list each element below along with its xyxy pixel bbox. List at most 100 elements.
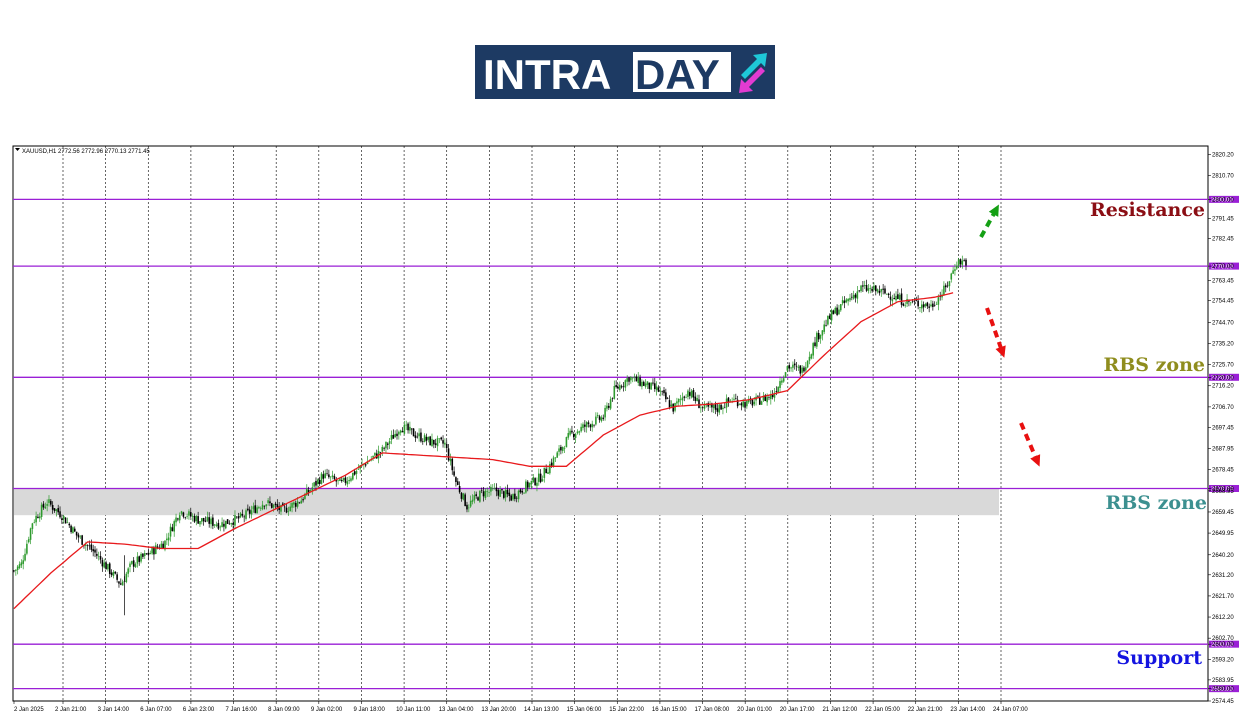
y-tick-label: 2763.45 <box>1212 279 1234 285</box>
candle-body <box>801 368 803 373</box>
x-tick-label: 7 Jan 16:00 <box>226 707 258 713</box>
candle-body <box>799 365 801 373</box>
y-tick-label: 2659.45 <box>1212 510 1234 516</box>
candle-body <box>462 493 464 499</box>
candle-body <box>643 382 645 386</box>
candle-body <box>288 511 290 512</box>
candle-body <box>520 490 522 493</box>
candle-body <box>652 383 654 384</box>
y-tick-label: 2621.70 <box>1212 594 1234 600</box>
x-tick-label: 15 Jan 06:00 <box>567 707 602 713</box>
candle-body <box>798 367 800 368</box>
candle-body <box>175 518 177 523</box>
candle-body <box>385 442 387 448</box>
candle-body <box>317 479 319 484</box>
candle-body <box>286 508 288 513</box>
candle-body <box>962 261 964 265</box>
candle-body <box>221 522 223 527</box>
candle-body <box>91 544 93 549</box>
candle-body <box>183 513 185 517</box>
candle-body <box>882 289 884 290</box>
candle-body <box>880 289 882 292</box>
candle-body <box>337 480 339 481</box>
candle-body <box>741 403 743 405</box>
candle-body <box>402 431 404 432</box>
candle-body <box>135 564 137 567</box>
candle-body <box>485 491 487 498</box>
candle-body <box>483 491 485 496</box>
candle-body <box>464 494 466 506</box>
candle-body <box>899 295 901 300</box>
candle-body <box>352 473 354 480</box>
candle-body <box>505 490 507 497</box>
candle-body <box>251 510 253 514</box>
candle-body <box>682 398 684 401</box>
candle-body <box>208 517 210 524</box>
candle-body <box>586 422 588 427</box>
candle-body <box>67 522 69 523</box>
candle-body <box>57 508 59 512</box>
candle-body <box>846 300 848 303</box>
candle-body <box>258 507 260 508</box>
candle-body <box>868 288 870 290</box>
candle-body <box>919 307 921 308</box>
candle-body <box>783 378 785 381</box>
candle-body <box>621 386 623 387</box>
candle-body <box>267 500 269 503</box>
x-tick-label: 9 Jan 02:00 <box>311 707 343 713</box>
candle-body <box>938 297 940 304</box>
candle-body <box>214 525 216 526</box>
candle-body <box>683 397 685 398</box>
candle-body <box>381 447 383 452</box>
candle-body <box>416 437 418 438</box>
candle-body <box>715 404 717 410</box>
candle-body <box>85 545 87 546</box>
candle-body <box>466 505 468 510</box>
y-tick-label: 2678.45 <box>1212 468 1234 474</box>
candle-body <box>577 432 579 434</box>
candle-body <box>571 431 573 433</box>
candle-body <box>459 486 461 492</box>
candle-body <box>827 316 829 325</box>
candle-body <box>532 477 534 482</box>
candle-body <box>545 469 547 473</box>
candle-body <box>943 286 945 295</box>
candle-body <box>45 507 47 509</box>
candle-body <box>825 325 827 326</box>
candle-body <box>155 545 157 554</box>
candle-body <box>22 560 24 564</box>
candle-body <box>507 490 509 494</box>
candle-body <box>450 459 452 461</box>
y-tick-label: 2668.95 <box>1212 489 1234 495</box>
candle-body <box>383 448 385 449</box>
y-tick-label: 2593.20 <box>1212 657 1234 663</box>
candle-body <box>696 398 698 401</box>
candle-body <box>96 554 98 556</box>
candle-body <box>945 285 947 287</box>
symbol-dropdown-icon[interactable] <box>15 148 20 151</box>
candle-body <box>518 491 520 499</box>
candle-body <box>389 441 391 444</box>
candle-body <box>103 563 105 568</box>
candle-body <box>81 535 83 544</box>
x-tick-label: 22 Jan 21:00 <box>908 707 943 713</box>
candle-body <box>722 408 724 409</box>
candle-body <box>663 390 665 393</box>
candle-body <box>492 488 494 489</box>
x-tick-label: 10 Jan 11:00 <box>396 707 431 713</box>
x-tick-label: 17 Jan 08:00 <box>695 707 730 713</box>
candle-body <box>648 383 650 389</box>
moving-average-line <box>14 293 953 609</box>
candle-body <box>661 391 663 392</box>
candle-body <box>777 387 779 393</box>
candle-body <box>358 469 360 470</box>
candle-body <box>956 266 958 269</box>
down-arrow-to-rbs-upper <box>987 308 1003 354</box>
candle-body <box>50 501 52 505</box>
candle-body <box>481 490 483 491</box>
candle-body <box>348 480 350 481</box>
candle-body <box>194 516 196 522</box>
candle-body <box>805 367 807 370</box>
candle-body <box>613 386 615 399</box>
